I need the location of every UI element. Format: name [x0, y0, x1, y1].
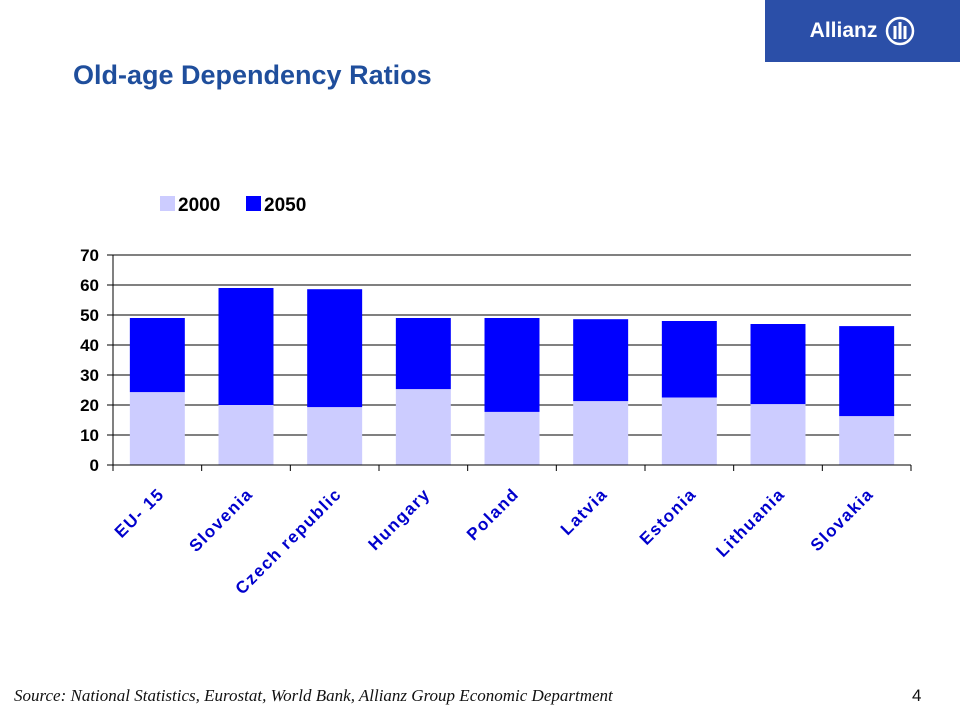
y-tick-label: 70: [80, 246, 99, 265]
legend-swatch-2000: [160, 196, 175, 211]
bar-2050-poland: [484, 318, 540, 412]
logo-text: Allianz: [809, 19, 878, 42]
x-category-label: Latvia: [557, 484, 612, 539]
bar-2050-slovakia: [839, 326, 895, 417]
bar-2050-estonia: [661, 321, 717, 398]
bar-2050-czech-republic: [307, 289, 363, 408]
bar-2000-czech-republic: [307, 407, 363, 465]
x-category-label: Estonia: [636, 484, 700, 548]
legend-label: 2050: [264, 195, 306, 216]
bar-2050-hungary: [395, 318, 451, 390]
x-category-label: EU- 15: [111, 484, 168, 541]
bar-2000-estonia: [661, 397, 717, 465]
bar-2050-latvia: [573, 319, 629, 402]
source-note: Source: National Statistics, Eurostat, W…: [14, 686, 613, 705]
bar-2000-slovakia: [839, 416, 895, 465]
bar-2000-slovenia: [218, 405, 274, 465]
bar-2000-lithuania: [750, 404, 806, 465]
chart-axes: [112, 255, 912, 471]
x-category-label: Lithuania: [712, 484, 788, 560]
allianz-eagle-icon: [886, 16, 915, 46]
page-number: 4: [912, 686, 922, 705]
page-title: Old-age Dependency Ratios: [73, 60, 432, 90]
y-tick-label: 10: [80, 426, 99, 445]
legend-swatch-2050: [246, 196, 261, 211]
bar-2000-latvia: [573, 401, 629, 465]
bar-2050-lithuania: [750, 324, 806, 405]
chart-legend: 2000 2050: [160, 195, 306, 216]
allianz-logo: Allianz: [765, 0, 960, 62]
chart-bars: [129, 288, 895, 465]
bar-2050-eu-15: [129, 318, 185, 393]
y-tick-label: 50: [80, 306, 99, 325]
x-category-label: Poland: [463, 484, 523, 544]
y-tick-label: 30: [80, 366, 99, 385]
legend-label: 2000: [178, 195, 220, 216]
bar-2000-hungary: [395, 389, 451, 465]
x-category-label: Hungary: [365, 484, 435, 554]
x-category-label: Slovakia: [807, 484, 878, 555]
y-tick-label: 20: [80, 396, 99, 415]
y-tick-label: 0: [90, 456, 99, 475]
y-tick-labels: 0 10 20 30 40 50 60 70: [80, 246, 99, 475]
bar-2050-slovenia: [218, 288, 274, 405]
bar-2000-poland: [484, 411, 540, 465]
x-category-label: Slovenia: [185, 484, 256, 555]
y-tick-label: 60: [80, 276, 99, 295]
y-tick-label: 40: [80, 336, 99, 355]
bar-2000-eu-15: [129, 392, 185, 465]
